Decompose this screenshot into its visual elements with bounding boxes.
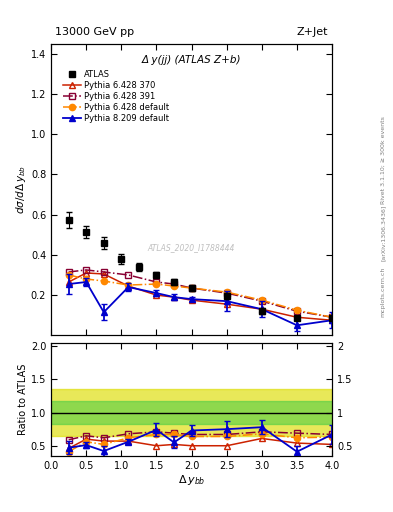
- Text: [arXiv:1306.3436]: [arXiv:1306.3436]: [381, 205, 386, 262]
- Text: Rivet 3.1.10; ≥ 300k events: Rivet 3.1.10; ≥ 300k events: [381, 116, 386, 204]
- Text: 13000 GeV pp: 13000 GeV pp: [55, 27, 134, 37]
- Bar: [51, 401, 332, 424]
- Text: Z+Jet: Z+Jet: [297, 27, 328, 37]
- Legend: ATLAS, Pythia 6.428 370, Pythia 6.428 391, Pythia 6.428 default, Pythia 8.209 de: ATLAS, Pythia 6.428 370, Pythia 6.428 39…: [61, 68, 171, 125]
- Text: Δ y(јј) (ATLAS Z+b): Δ y(јј) (ATLAS Z+b): [142, 55, 241, 65]
- Text: ATLAS_2020_I1788444: ATLAS_2020_I1788444: [148, 243, 235, 252]
- Text: mcplots.cern.ch: mcplots.cern.ch: [381, 266, 386, 317]
- X-axis label: $\Delta\,y_{bb}$: $\Delta\,y_{bb}$: [178, 473, 205, 487]
- Y-axis label: $d\sigma/d\Delta\,y_{bb}$: $d\sigma/d\Delta\,y_{bb}$: [14, 165, 28, 214]
- Y-axis label: Ratio to ATLAS: Ratio to ATLAS: [18, 364, 28, 435]
- Bar: [51, 390, 332, 436]
